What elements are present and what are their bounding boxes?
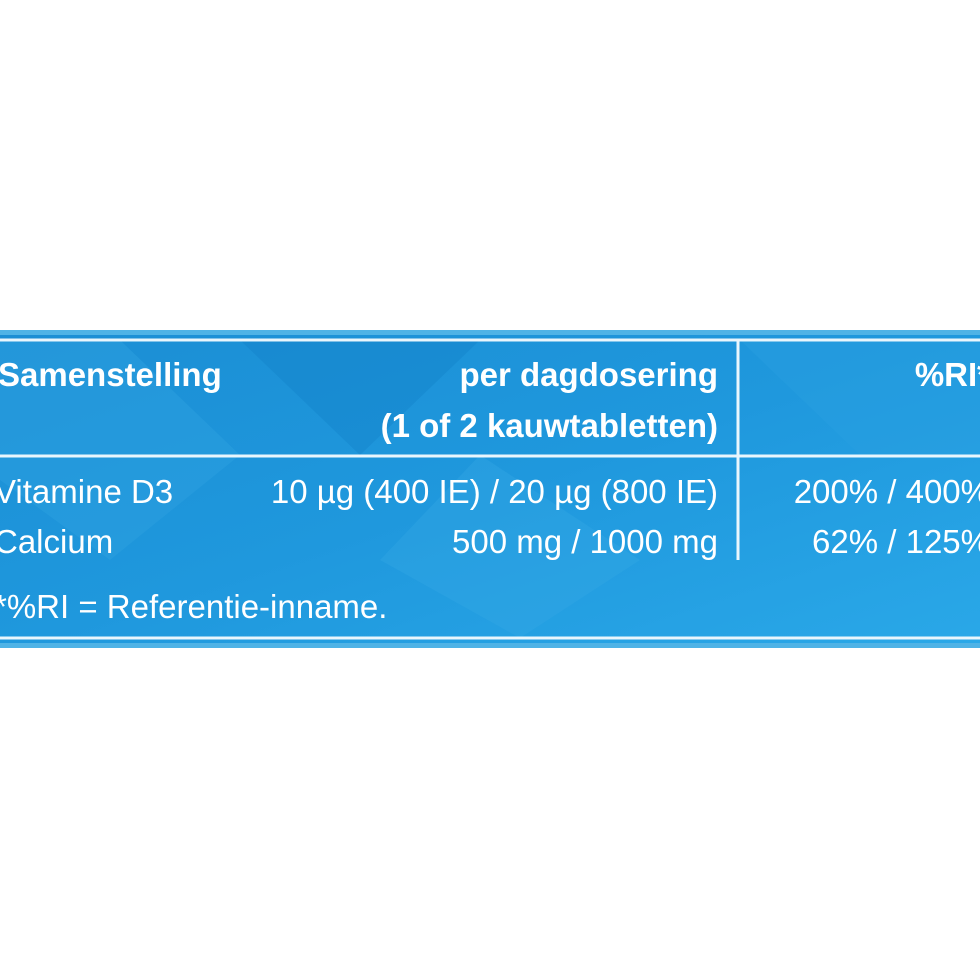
band-border (0, 643, 980, 648)
row-label: Calcium (0, 523, 113, 560)
column-subheader: (1 of 2 kauwtabletten) (381, 407, 718, 444)
band-border (0, 330, 980, 335)
column-header: %RI* (915, 356, 980, 393)
row-label: Vitamine D3 (0, 473, 173, 510)
column-header: per dagdosering (459, 356, 718, 393)
cell: 500 mg / 1000 mg (452, 523, 718, 560)
pattern (0, 340, 240, 560)
column-header: Samenstelling (0, 356, 222, 393)
footnote: *%RI = Referentie-inname. (0, 588, 387, 625)
pattern (380, 455, 640, 638)
pattern (740, 340, 980, 455)
cell: 200% / 400% (794, 473, 980, 510)
cell: 62% / 125% (812, 523, 980, 560)
cell: 10 µg (400 IE) / 20 µg (800 IE) (271, 473, 718, 510)
pattern (240, 340, 480, 455)
